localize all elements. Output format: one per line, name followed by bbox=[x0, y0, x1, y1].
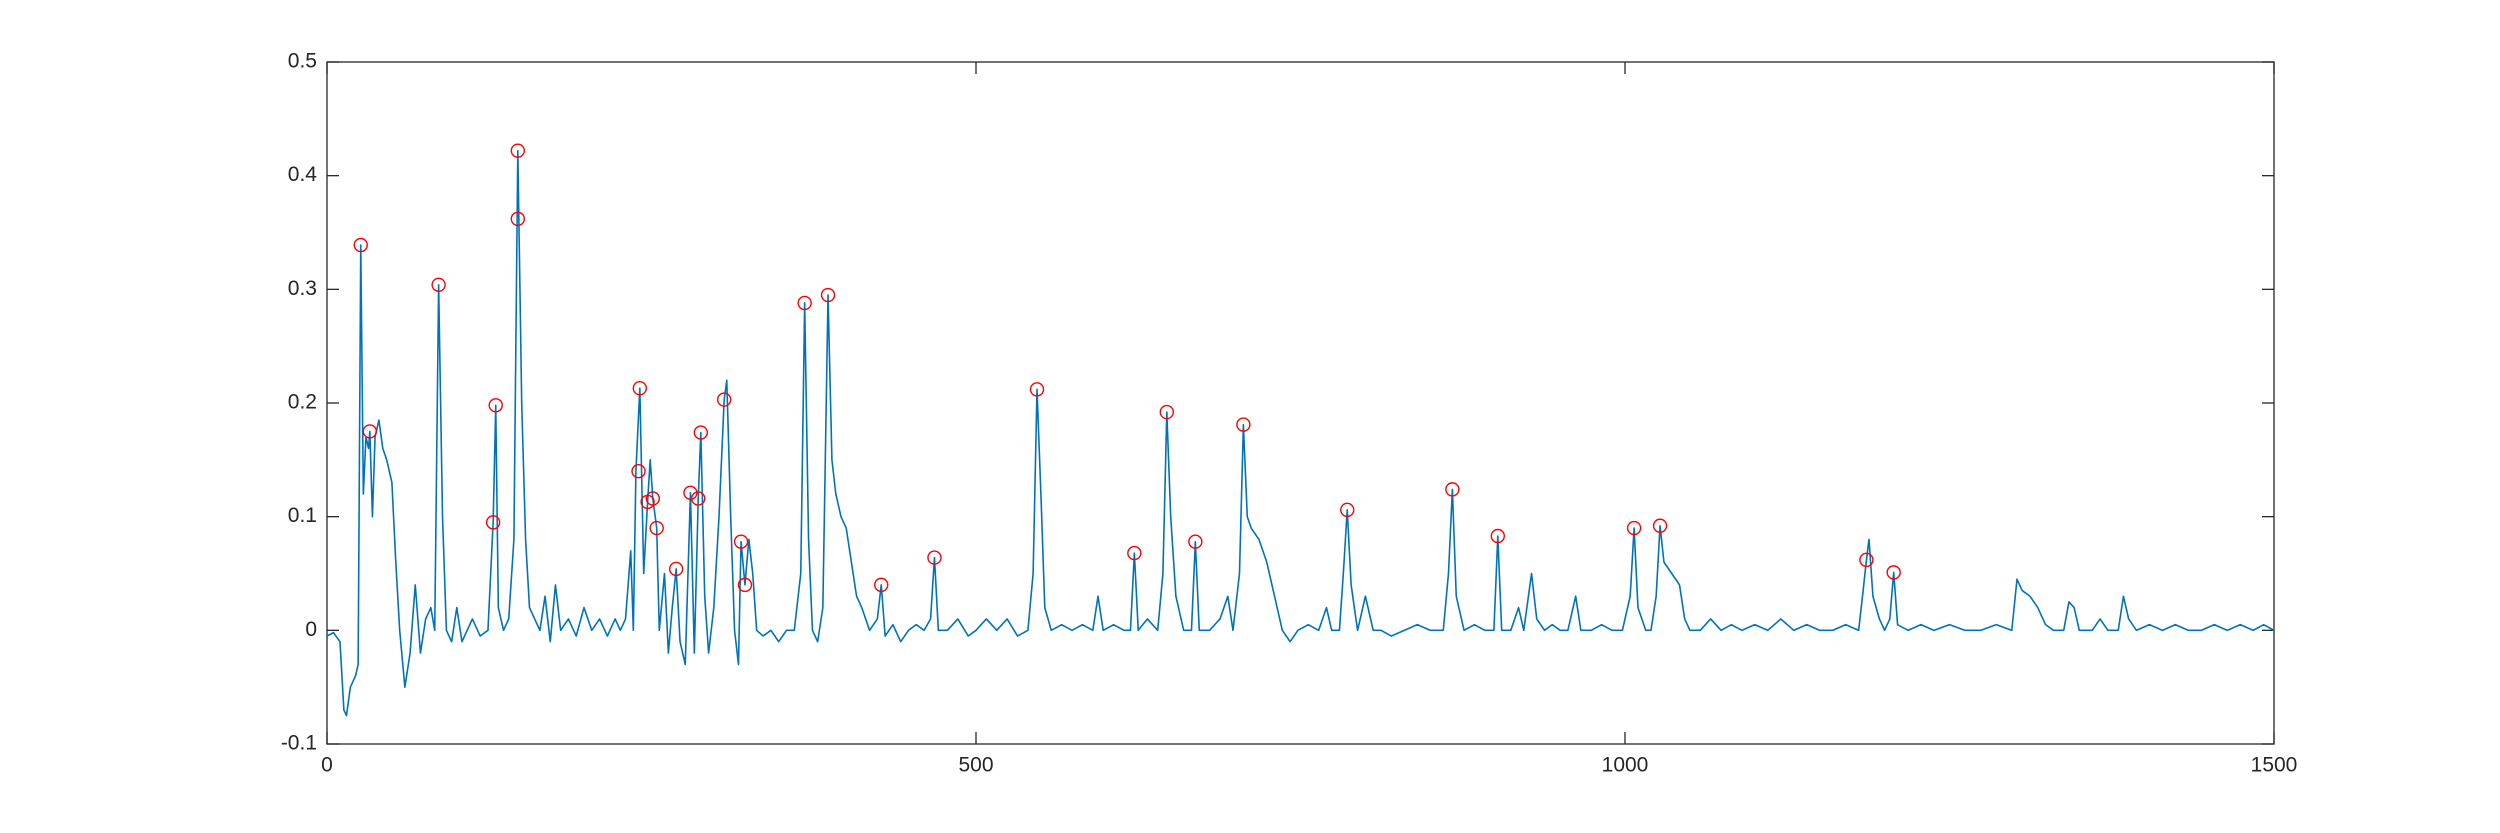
peak-marker bbox=[1159, 404, 1175, 420]
y-tick-label: 0.2 bbox=[288, 391, 317, 414]
peak-marker bbox=[1340, 502, 1355, 518]
peak-marker bbox=[353, 237, 368, 253]
peak-marker bbox=[733, 534, 749, 549]
y-tick-label: 0 bbox=[305, 618, 317, 641]
y-tick-label: 0.1 bbox=[288, 504, 317, 527]
peak-marker bbox=[431, 277, 446, 292]
peak-marker bbox=[631, 464, 646, 479]
peak-marker bbox=[1188, 534, 1203, 549]
peak-marker bbox=[1886, 565, 1901, 580]
y-tick-label: -0.1 bbox=[281, 732, 317, 755]
peak-marker bbox=[488, 398, 503, 413]
peak-marker bbox=[693, 425, 709, 440]
peak-marker bbox=[362, 424, 378, 439]
peak-marker bbox=[632, 381, 648, 396]
data-line bbox=[326, 149, 2275, 717]
peak-marker bbox=[1859, 552, 1874, 568]
peak-marker bbox=[927, 550, 942, 565]
peak-marker bbox=[1029, 382, 1045, 397]
x-tick-label: 1000 bbox=[1602, 754, 1649, 777]
peak-marker bbox=[797, 295, 812, 311]
peak-marker bbox=[1490, 528, 1505, 544]
peak-marker bbox=[737, 577, 753, 593]
peak-marker bbox=[716, 392, 732, 407]
peak-marker bbox=[1445, 482, 1460, 497]
peak-marker bbox=[1652, 518, 1668, 533]
peak-marker bbox=[691, 491, 706, 506]
peak-marker bbox=[1127, 545, 1142, 561]
peak-marker bbox=[874, 577, 889, 593]
y-tick-label: 0.4 bbox=[288, 163, 318, 186]
x-tick-label: 1500 bbox=[2251, 754, 2298, 777]
peak-marker bbox=[1626, 520, 1642, 536]
x-tick-label: 0 bbox=[321, 754, 333, 777]
plot-area bbox=[326, 61, 2275, 745]
peak-marker bbox=[820, 287, 836, 303]
peak-marker bbox=[510, 211, 526, 227]
y-tick-label: 0.3 bbox=[288, 277, 317, 300]
x-tick-label: 500 bbox=[958, 754, 993, 777]
peak-marker bbox=[485, 515, 501, 530]
peak-marker bbox=[668, 561, 684, 577]
peak-marker bbox=[645, 491, 660, 506]
peak-marker bbox=[510, 143, 526, 158]
y-tick-label: 0.5 bbox=[288, 50, 317, 73]
peak-marker bbox=[649, 520, 664, 536]
peak-marker bbox=[1236, 417, 1251, 432]
